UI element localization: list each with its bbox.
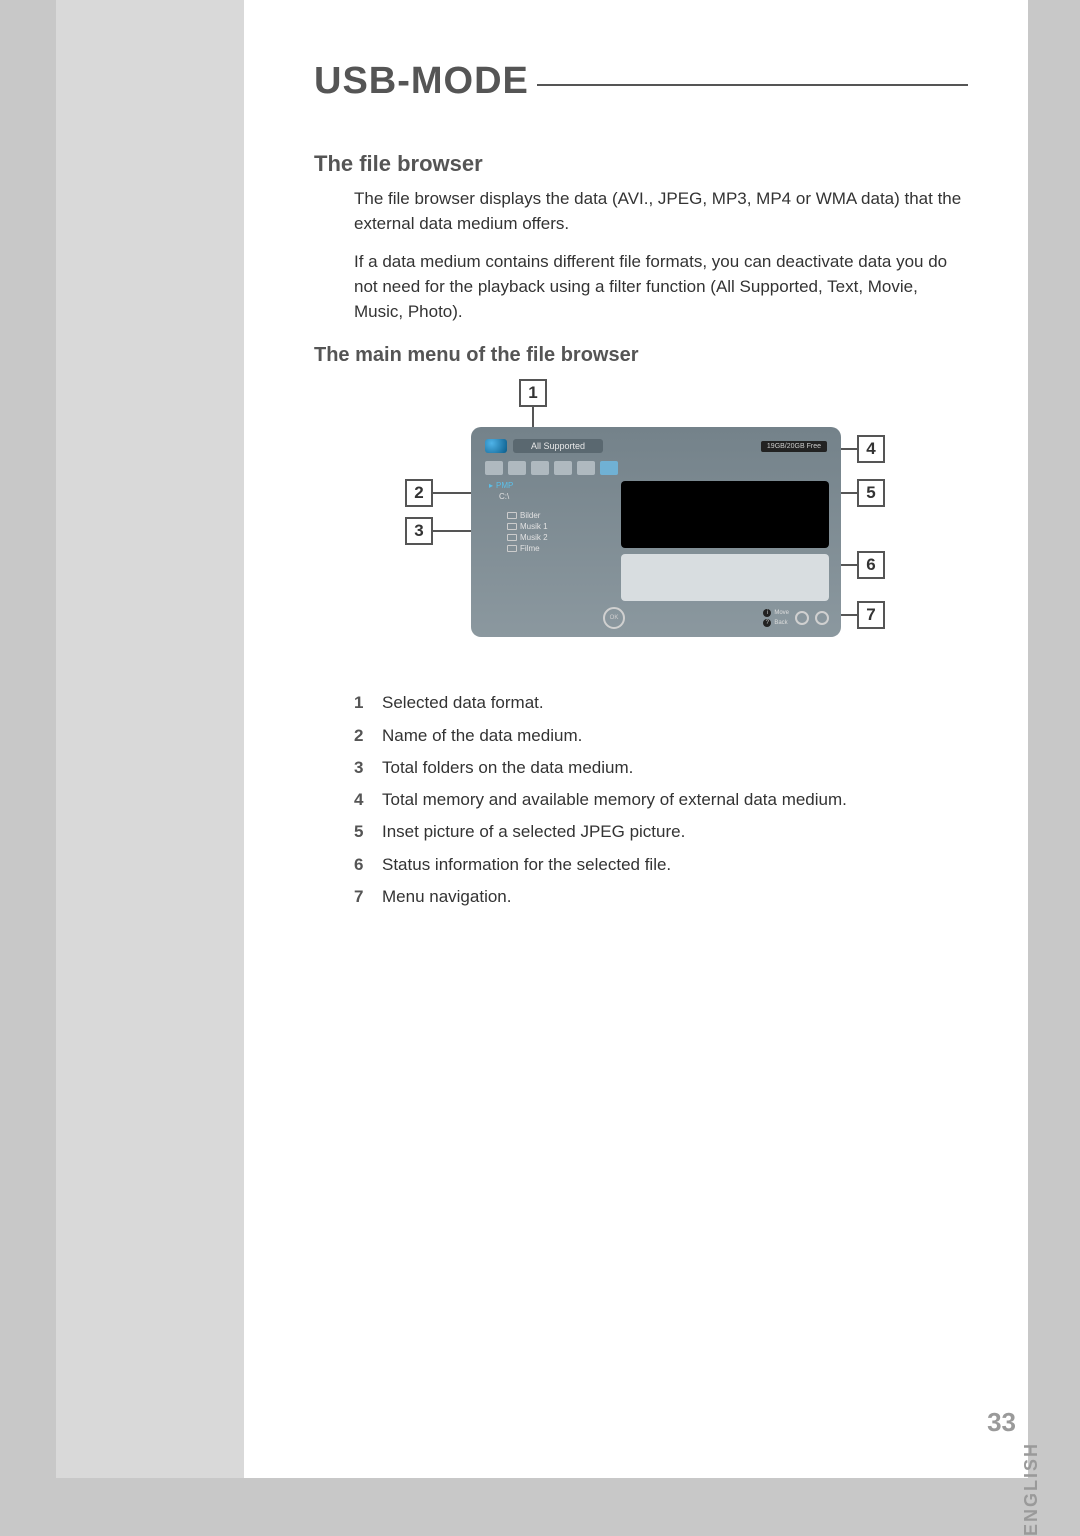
folder-item: Musik 1 — [489, 522, 613, 531]
nav-back-label: Back — [774, 620, 787, 626]
filter-icon — [600, 461, 618, 475]
callout-4: 4 — [857, 435, 885, 463]
folder-icon — [507, 523, 517, 530]
callout-1: 1 — [519, 379, 547, 407]
folder-tree: ▸PMP C:\ Bilder Musik 1 Musik 2 Filme — [483, 481, 613, 601]
nav-dot-icon: ? — [763, 619, 771, 627]
legend-number: 3 — [354, 752, 370, 784]
legend-text: Total folders on the data medium. — [382, 752, 633, 784]
filter-icon — [485, 461, 503, 475]
title-text: USB-MODE — [314, 60, 529, 103]
left-margin — [56, 0, 244, 1478]
drive-label: C:\ — [489, 492, 613, 501]
filter-icon — [531, 461, 549, 475]
nav-dpad-icon: OK — [603, 607, 625, 629]
legend-item: 4 Total memory and available memory of ex… — [354, 784, 968, 816]
preview-box — [621, 481, 829, 548]
legend-number: 6 — [354, 849, 370, 881]
page-number: 33 — [987, 1407, 1016, 1438]
legend-number: 5 — [354, 816, 370, 848]
legend-number: 4 — [354, 784, 370, 816]
folder-item: Filme — [489, 544, 613, 553]
folder-label: Musik 2 — [520, 533, 548, 542]
subsection-heading: The main menu of the file browser — [314, 344, 968, 367]
legend-text: Menu navigation. — [382, 881, 511, 913]
folder-item: Musik 2 — [489, 533, 613, 542]
device-screen: All Supported 19GB/20GB Free ▸PMP — [471, 427, 841, 637]
callout-3: 3 — [405, 517, 433, 545]
callout-7: 7 — [857, 601, 885, 629]
nav-dot-icon: i — [763, 609, 771, 617]
callout-6: 6 — [857, 551, 885, 579]
folder-icon — [507, 534, 517, 541]
device-body: ▸PMP C:\ Bilder Musik 1 Musik 2 Filme — [479, 481, 833, 601]
device-header: All Supported 19GB/20GB Free — [479, 435, 833, 457]
folder-icon — [507, 512, 517, 519]
legend-item: 5 Inset picture of a selected JPEG pictur… — [354, 816, 968, 848]
legend-number: 2 — [354, 720, 370, 752]
legend-item: 7 Menu navigation. — [354, 881, 968, 913]
legend-item: 3 Total folders on the data medium. — [354, 752, 968, 784]
legend-text: Inset picture of a selected JPEG picture… — [382, 816, 685, 848]
filter-icon — [508, 461, 526, 475]
preview-pane — [621, 481, 829, 601]
medium-name-label: PMP — [496, 481, 513, 490]
title-rule — [537, 84, 968, 86]
folder-label: Filme — [520, 544, 540, 553]
legend-number: 1 — [354, 687, 370, 719]
legend-text: Total memory and available memory of ext… — [382, 784, 847, 816]
page-title: USB-MODE — [314, 60, 968, 103]
legend-text: Status information for the selected file… — [382, 849, 671, 881]
format-filter-label: All Supported — [513, 439, 603, 453]
legend-item: 2 Name of the data medium. — [354, 720, 968, 752]
nav-ok-label: OK — [610, 615, 619, 621]
nav-button-icon — [815, 611, 829, 625]
callout-5: 5 — [857, 479, 885, 507]
folder-label: Bilder — [520, 511, 540, 520]
nav-move-label: Move — [774, 610, 789, 616]
legend-text: Name of the data medium. — [382, 720, 582, 752]
filter-icon — [554, 461, 572, 475]
memory-status: 19GB/20GB Free — [761, 441, 827, 452]
medium-name: ▸PMP — [489, 481, 613, 490]
legend-list: 1 Selected data format. 2 Name of the data… — [354, 687, 968, 913]
legend-item: 1 Selected data format. — [354, 687, 968, 719]
folder-label: Musik 1 — [520, 522, 548, 531]
nav-footer: OK iMove ?Back — [479, 601, 833, 631]
legend-text: Selected data format. — [382, 687, 544, 719]
callout-2: 2 — [405, 479, 433, 507]
logo-icon — [485, 439, 507, 453]
section-heading: The file browser — [314, 151, 968, 177]
legend-item: 6 Status information for the selected fil… — [354, 849, 968, 881]
info-box — [621, 554, 829, 602]
language-label: ENGLISH — [1021, 1442, 1042, 1536]
body-paragraph: If a data medium contains different file… — [354, 250, 968, 324]
body-paragraph: The file browser displays the data (AVI.… — [354, 187, 968, 236]
file-browser-diagram: 1 2 3 4 5 6 7 All Supported 19GB/20GB Fr… — [371, 379, 911, 659]
content-area: USB-MODE The file browser The file brows… — [244, 0, 1028, 913]
filter-icon — [577, 461, 595, 475]
manual-page: USB-MODE The file browser The file brows… — [56, 0, 1028, 1478]
folder-icon — [507, 545, 517, 552]
nav-button-icon — [795, 611, 809, 625]
legend-number: 7 — [354, 881, 370, 913]
folder-item: Bilder — [489, 511, 613, 520]
filter-toolbar — [479, 457, 833, 481]
